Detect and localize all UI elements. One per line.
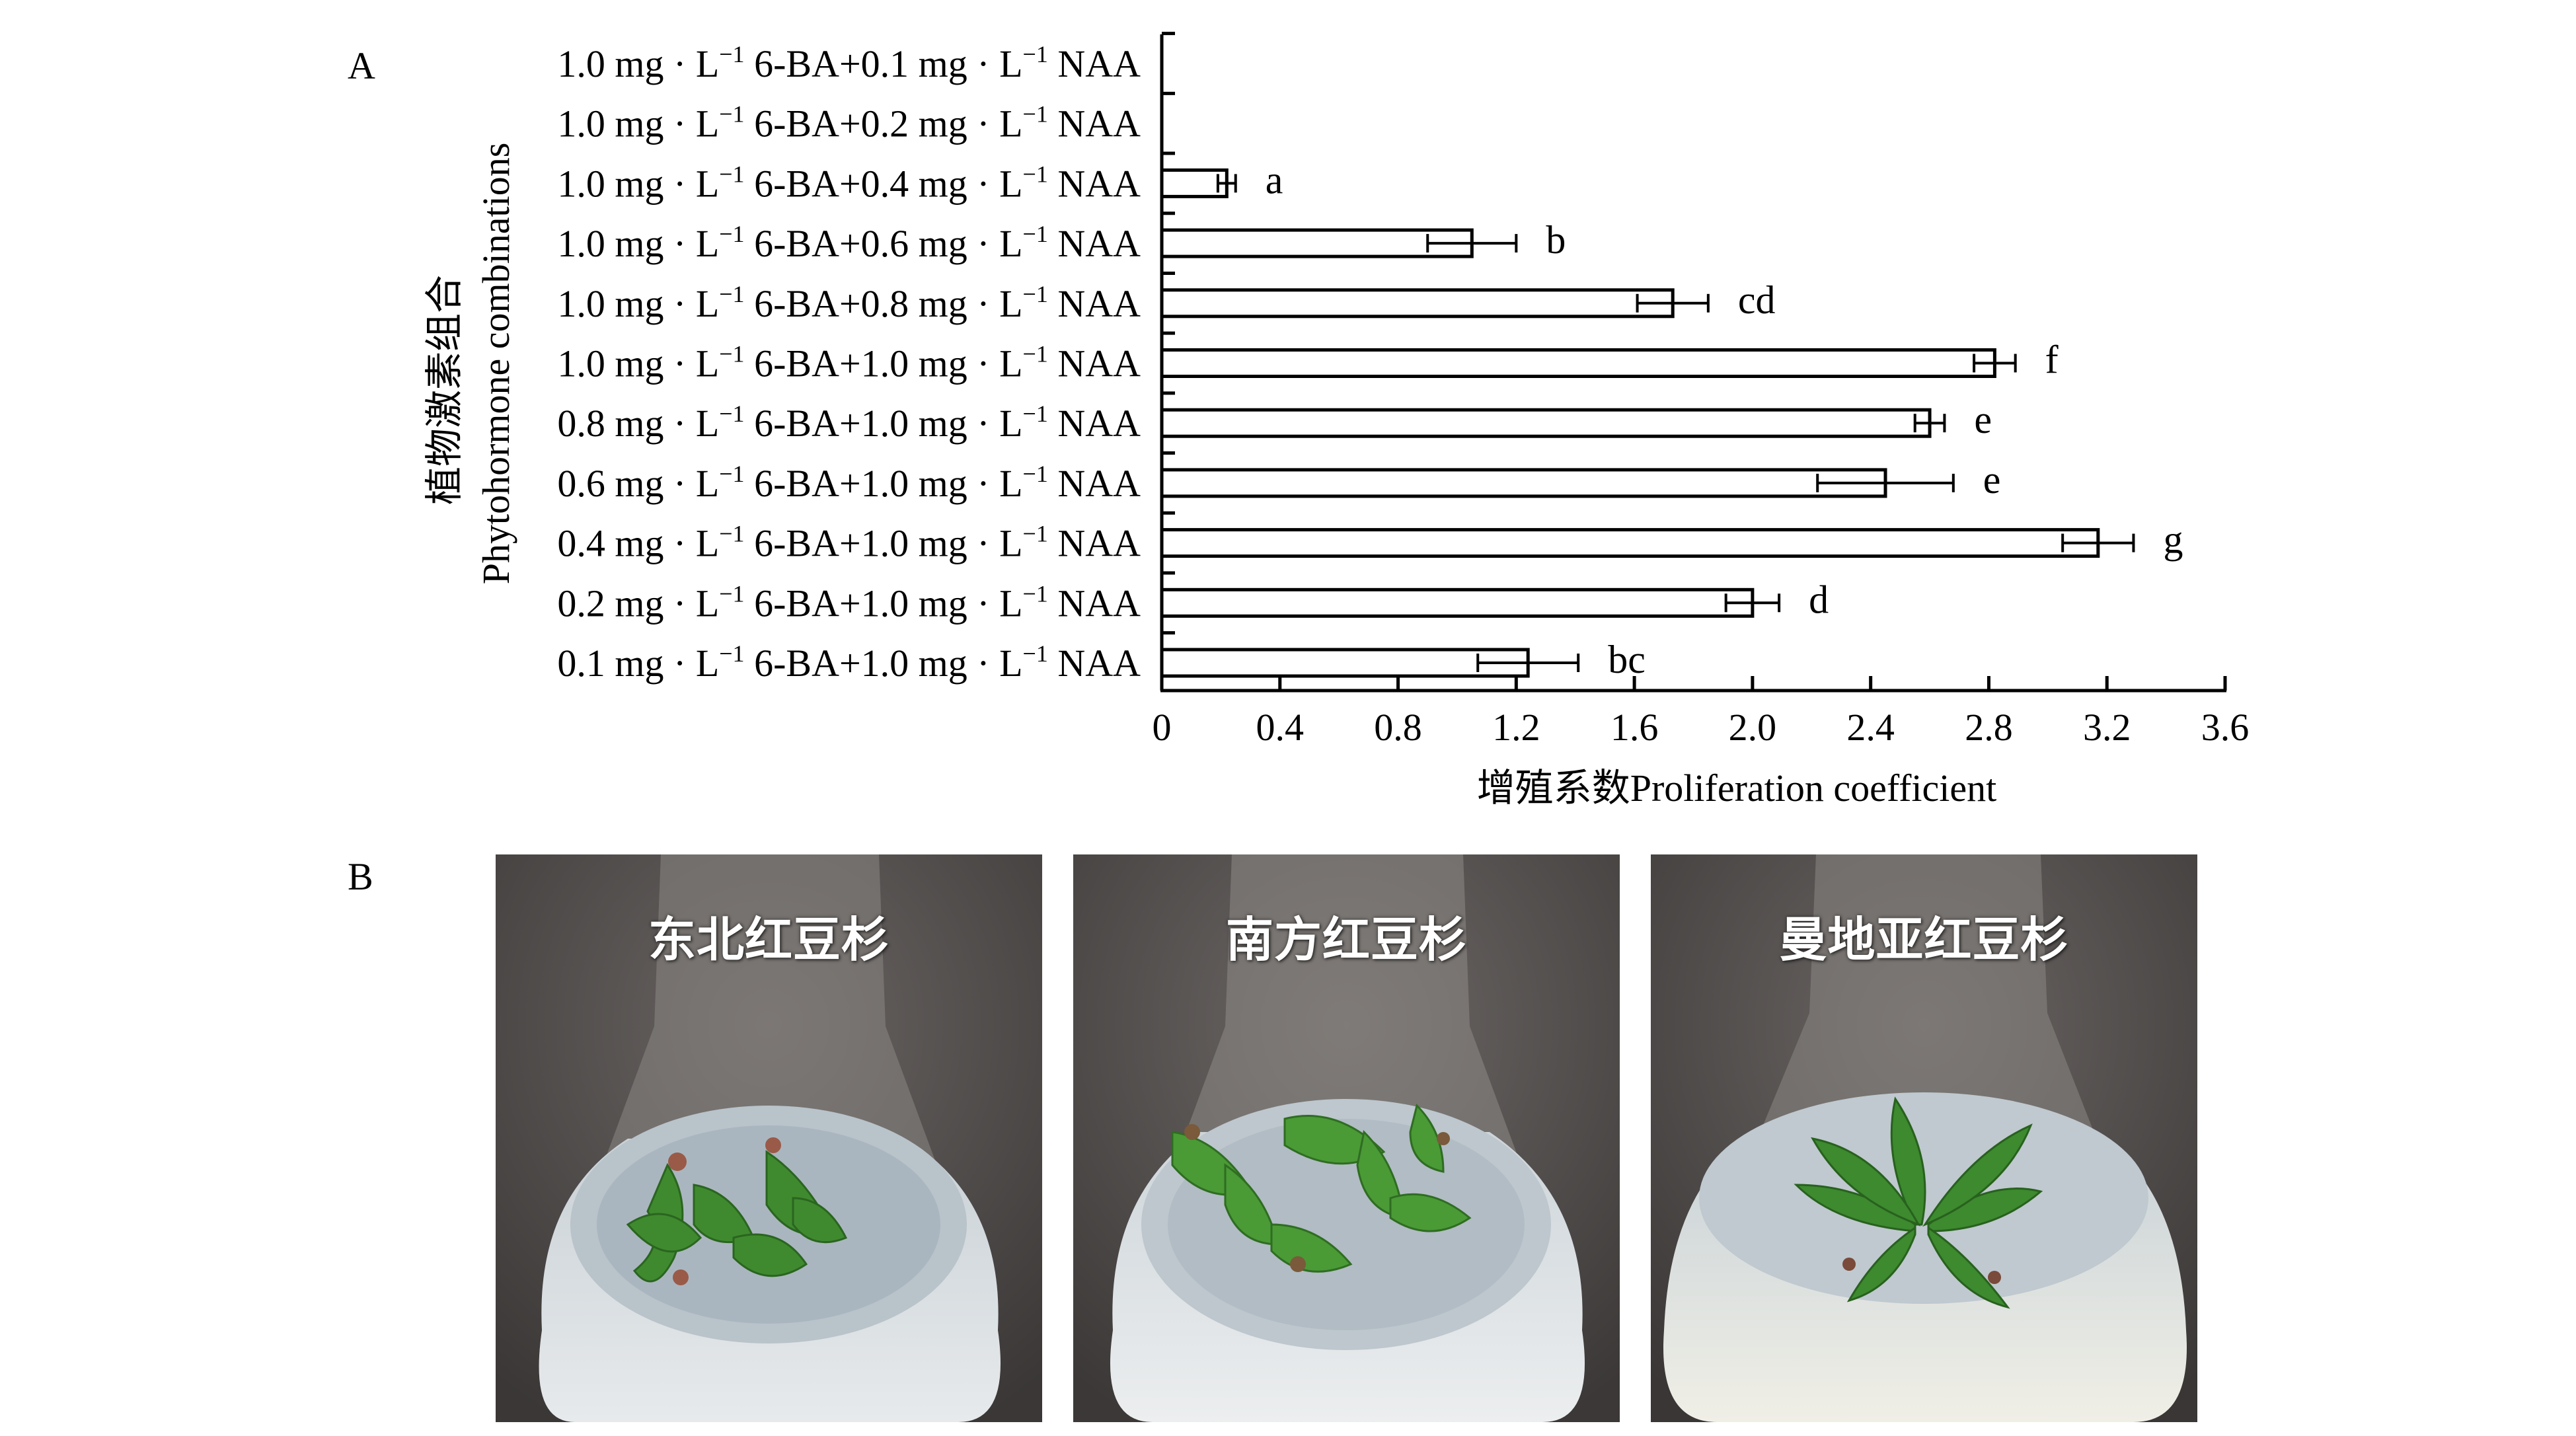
significance-label: cd bbox=[1738, 278, 1776, 322]
photo-caption-3: 曼地亚红豆杉 bbox=[1779, 912, 2069, 967]
axes-layer: 0 0.4 0.8 1.2 1.6 2.0 2.4 2.8 3.2 3.6 1.0 mg · L−1… bbox=[557, 32, 2250, 749]
photo-flask-1: 东北红豆杉 bbox=[496, 854, 1042, 1422]
significance-label: d bbox=[1809, 578, 1829, 621]
y-tick-label: 0.8 mg · L−1 6-BA+1.0 mg · L−1 NAA bbox=[557, 400, 1141, 445]
y-tick-label: 1.0 mg · L−1 6-BA+0.6 mg · L−1 NAA bbox=[557, 221, 1141, 265]
bars-layer: a b cd f ee g d bc bbox=[1160, 158, 2183, 681]
bar-chart: 植物激素组合 Phytohormone combinations abcdfee… bbox=[422, 32, 2250, 810]
y-tick-label: 1.0 mg · L−1 6-BA+0.1 mg · L−1 NAA bbox=[557, 41, 1141, 85]
photo-caption-1: 东北红豆杉 bbox=[648, 912, 890, 967]
x-axis-title: 增殖系数Proliferation coefficient bbox=[1477, 767, 1997, 810]
bar bbox=[1160, 648, 1530, 678]
flask-image bbox=[496, 854, 1042, 1422]
significance-label: b bbox=[1546, 218, 1566, 262]
y-tick-label: 0.6 mg · L−1 6-BA+1.0 mg · L−1 NAA bbox=[557, 461, 1141, 505]
significance-label: e bbox=[1983, 458, 2001, 502]
flask-image bbox=[1073, 854, 1620, 1422]
bar bbox=[1160, 587, 1755, 618]
significance-label: a bbox=[1266, 158, 1283, 202]
photo-caption-2: 南方红豆杉 bbox=[1225, 912, 1467, 967]
y-axis-title-cn: 植物激素组合 bbox=[422, 275, 467, 505]
bar bbox=[1160, 528, 2100, 558]
x-tick-label: 2.4 bbox=[1846, 706, 1895, 749]
x-tick-label: 0.4 bbox=[1256, 706, 1305, 749]
photo-flask-2: 南方红豆杉 bbox=[1073, 854, 1620, 1422]
y-tick-label: 1.0 mg · L−1 6-BA+0.4 mg · L−1 NAA bbox=[557, 161, 1141, 205]
significance-label: e bbox=[1974, 398, 1992, 441]
significance-label: g bbox=[2163, 518, 2183, 562]
y-axis-title-en: Phytohormone combinations bbox=[474, 143, 517, 585]
y-tick-label: 1.0 mg · L−1 6-BA+1.0 mg · L−1 NAA bbox=[557, 341, 1141, 385]
x-tick-label: 3.2 bbox=[2083, 706, 2131, 749]
bar bbox=[1160, 408, 1932, 438]
y-tick-label: 0.4 mg · L−1 6-BA+1.0 mg · L−1 NAA bbox=[557, 521, 1141, 565]
panel-label-a: A bbox=[348, 44, 375, 87]
x-tick-label: 3.6 bbox=[2201, 706, 2250, 749]
y-tick-label: 0.1 mg · L−1 6-BA+1.0 mg · L−1 NAA bbox=[557, 640, 1141, 685]
panel-label-b: B bbox=[348, 855, 373, 898]
x-tick-label: 1.2 bbox=[1492, 706, 1540, 749]
x-tick-label: 2.8 bbox=[1965, 706, 2013, 749]
significance-label: f bbox=[2045, 338, 2059, 382]
y-tick-label: 1.0 mg · L−1 6-BA+0.2 mg · L−1 NAA bbox=[557, 101, 1141, 145]
photo-flask-3: 曼地亚红豆杉 bbox=[1651, 854, 2197, 1422]
y-tick-label: 0.2 mg · L−1 6-BA+1.0 mg · L−1 NAA bbox=[557, 580, 1141, 624]
bar bbox=[1160, 288, 1675, 319]
x-tick-label: 0 bbox=[1153, 706, 1172, 749]
x-tick-label: 1.6 bbox=[1610, 706, 1659, 749]
bar bbox=[1160, 468, 1887, 498]
bar bbox=[1160, 228, 1474, 258]
flask-image bbox=[1651, 854, 2197, 1422]
significance-label: bc bbox=[1608, 638, 1646, 681]
bar bbox=[1160, 348, 1996, 378]
x-tick-label: 0.8 bbox=[1374, 706, 1422, 749]
y-tick-label: 1.0 mg · L−1 6-BA+0.8 mg · L−1 NAA bbox=[557, 281, 1141, 325]
x-tick-label: 2.0 bbox=[1729, 706, 1777, 749]
